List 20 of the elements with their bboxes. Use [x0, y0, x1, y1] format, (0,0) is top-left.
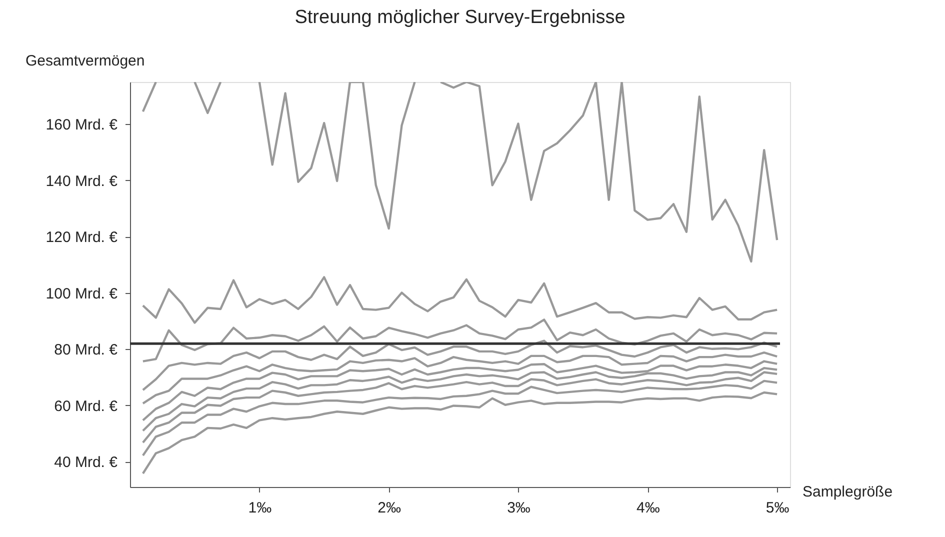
line-series — [142, 276, 778, 324]
x-tick-label: 3‰ — [507, 500, 530, 516]
line-series — [142, 340, 778, 392]
y-tick-label: 100 Mrd. € — [46, 285, 118, 302]
y-tick-label: 60 Mrd. € — [54, 398, 118, 415]
y-tick-label: 140 Mrd. € — [46, 172, 118, 190]
y-axis-title: Gesamtvermögen — [26, 52, 145, 70]
x-tick-label: 4‰ — [636, 500, 660, 516]
line-series — [142, 391, 778, 475]
line-series — [142, 351, 778, 405]
chart-title: Streuung möglicher Survey-Ergebnisse — [294, 7, 626, 28]
x-tick-label: 1‰ — [248, 500, 272, 516]
y-tick-label: 120 Mrd. € — [46, 229, 118, 246]
x-tick-label: 2‰ — [378, 500, 401, 516]
x-tick-label: 5‰ — [766, 500, 790, 516]
y-tick-label: 80 Mrd. € — [54, 342, 118, 359]
y-tick-label: 160 Mrd. € — [46, 116, 118, 134]
x-axis-title: Samplegröße — [802, 484, 893, 500]
line-series — [142, 318, 778, 362]
y-tick-label: 40 Mrd. € — [54, 454, 118, 472]
